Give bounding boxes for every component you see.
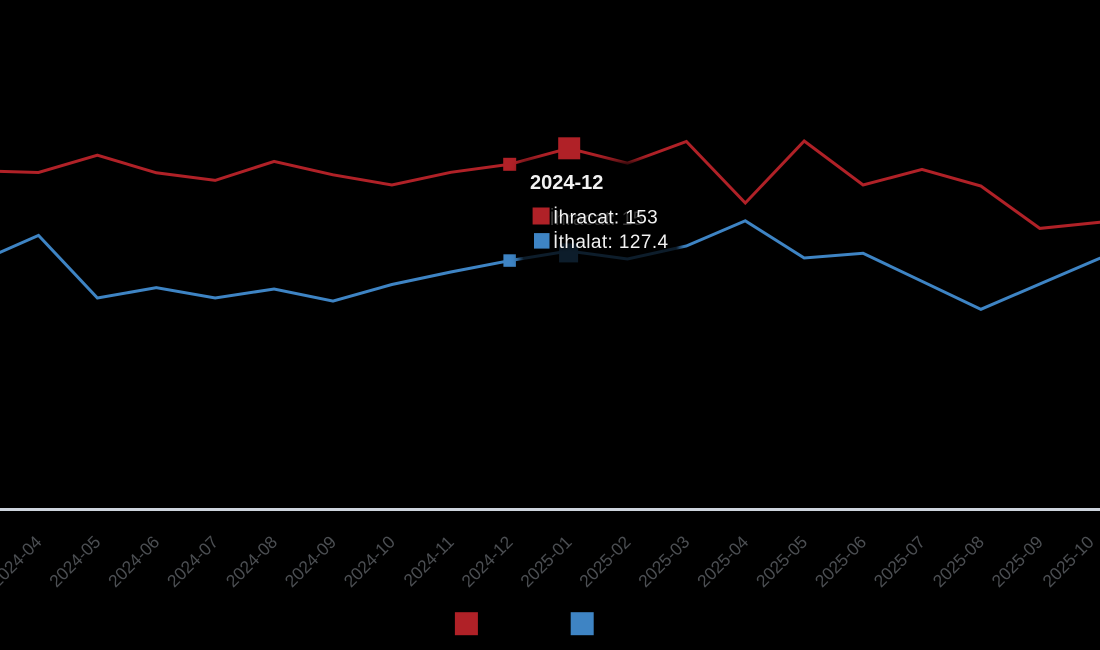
svg-text:2025-07: 2025-07 <box>870 532 929 591</box>
svg-text:2024-09: 2024-09 <box>281 532 340 591</box>
svg-text:2024-07: 2024-07 <box>163 532 222 591</box>
svg-text:2025-08: 2025-08 <box>929 532 988 591</box>
svg-text:2025-01: 2025-01 <box>516 532 575 591</box>
svg-text:2025-06: 2025-06 <box>811 532 870 591</box>
svg-text:2025-04: 2025-04 <box>693 532 753 592</box>
svg-text:2025-05: 2025-05 <box>752 532 811 591</box>
svg-text:2024-08: 2024-08 <box>222 532 281 591</box>
svg-text:2024-10: 2024-10 <box>340 532 399 591</box>
svg-text:2025-03: 2025-03 <box>634 532 693 591</box>
svg-text:2025-09: 2025-09 <box>988 532 1047 591</box>
svg-text:2025-02: 2025-02 <box>575 532 634 591</box>
svg-text:2024-11: 2024-11 <box>399 532 457 590</box>
svg-text:İhracat: 15: İhracat: 15 <box>550 209 644 230</box>
svg-text:2024-05: 2024-05 <box>45 532 104 591</box>
svg-text:2024-12: 2024-12 <box>457 532 516 591</box>
svg-text:2024-06: 2024-06 <box>104 532 163 591</box>
svg-text:İthalat: 127.4: İthalat: 127.4 <box>553 232 668 253</box>
svg-text:2025-10: 2025-10 <box>1038 532 1097 591</box>
svg-text:İhracat: 153: İhracat: 153 <box>553 207 658 228</box>
svg-text:2024-12: 2024-12 <box>530 172 603 194</box>
svg-text:2024-04: 2024-04 <box>0 532 46 592</box>
